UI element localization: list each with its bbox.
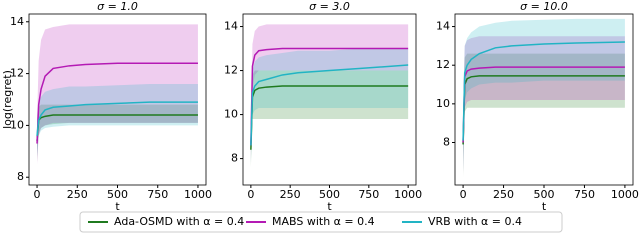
confidence-band [463, 53, 625, 178]
confidence-band [250, 24, 409, 163]
page: 0 250 500 750 1000 8 10 12 14 σ = 1.0 t log(regret)… [0, 0, 640, 234]
y-tick-label: 8 [443, 135, 450, 148]
legend-label: Ada-OSMD with α = 0.4 [114, 215, 244, 228]
series-line [36, 101, 198, 136]
chart-title: σ = 1.0 [97, 0, 138, 13]
x-tick-label: 0 [247, 188, 254, 201]
x-tick-label: 1000 [611, 188, 639, 201]
y-tick-label: 10 [436, 97, 450, 110]
x-tick-label: 500 [319, 188, 340, 201]
y-tick-label: 12 [436, 58, 450, 71]
plot-area [250, 24, 409, 168]
y-tick-label: 14 [224, 20, 238, 33]
y-axis-label: log(regret) [1, 70, 14, 129]
y-tick-label: 14 [436, 20, 450, 33]
x-tick-label: 0 [460, 188, 467, 201]
series-line [250, 64, 409, 146]
legend-label: VRB with α = 0.4 [428, 215, 522, 228]
x-tick-label: 750 [358, 188, 379, 201]
plot-area [462, 18, 625, 178]
y-tick-label: 14 [10, 15, 24, 28]
x-tick-label: 1000 [184, 188, 212, 201]
y-tick-label: 10 [224, 108, 238, 121]
x-tick-label: 250 [280, 188, 301, 201]
x-tick-label: 500 [534, 188, 555, 201]
confidence-band [250, 70, 409, 168]
chart-title: σ = 10.0 [520, 0, 568, 13]
y-tick-label: 8 [17, 170, 24, 183]
x-tick-label: 250 [493, 188, 514, 201]
confidence-band [463, 36, 625, 174]
y-tick-label: 12 [224, 64, 238, 77]
series-line [462, 75, 625, 145]
y-tick-label: 12 [10, 67, 24, 80]
x-tick-label: 250 [67, 188, 88, 201]
confidence-band [37, 83, 198, 157]
series-line [462, 41, 625, 141]
x-tick-label: 750 [574, 188, 595, 201]
x-axis-label: t [327, 200, 332, 213]
x-tick-label: 500 [107, 188, 128, 201]
legend-label: MABS with α = 0.4 [272, 215, 375, 228]
x-tick-label: 1000 [394, 188, 422, 201]
plot-area [36, 24, 198, 165]
confidence-band [37, 24, 198, 165]
series-line [36, 62, 198, 144]
confidence-band [37, 104, 198, 162]
series-line [250, 47, 409, 146]
chart-title: σ = 3.0 [309, 0, 350, 13]
x-axis-label: t [542, 200, 547, 213]
series-line [462, 66, 625, 143]
x-tick-label: 750 [147, 188, 168, 201]
y-tick-label: 8 [231, 152, 238, 165]
confidence-band [250, 48, 409, 163]
confidence-band [463, 18, 625, 172]
legend-frame [79, 211, 563, 233]
y-tick-label: 10 [10, 118, 24, 131]
series-line [250, 85, 409, 150]
x-tick-label: 0 [34, 188, 41, 201]
x-axis-label: t [115, 200, 120, 213]
